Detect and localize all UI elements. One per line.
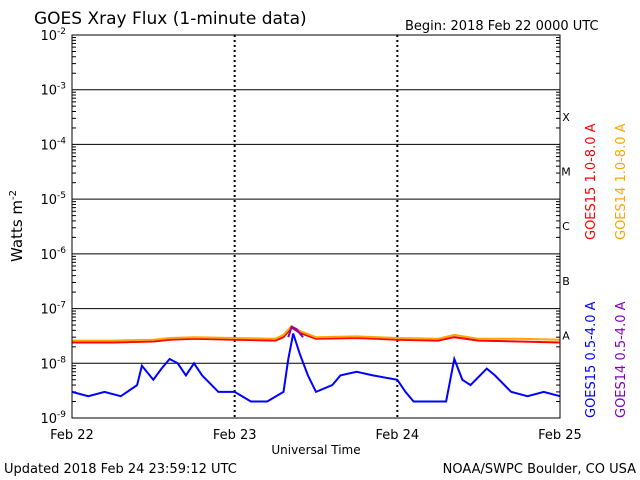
- legend-entry: GOES14 1.0-8.0 A: [614, 123, 629, 240]
- x-tick-label: Feb 22: [50, 428, 94, 443]
- grid-lines: [72, 35, 560, 418]
- y-axis-label: Watts m-2: [8, 190, 26, 262]
- flare-class-label: X: [562, 111, 570, 124]
- x-axis-label: Universal Time: [271, 443, 360, 457]
- y-tick-label: 10-5: [40, 191, 66, 208]
- flare-class-label: M: [561, 166, 571, 179]
- y-tick-label: 10-8: [40, 355, 66, 372]
- legend-entry: GOES15 1.0-8.0 A: [584, 123, 599, 240]
- flare-class-label: A: [562, 330, 570, 343]
- data-traces: [71, 324, 561, 403]
- flare-class-label: B: [562, 275, 570, 288]
- x-tick-label: Feb 23: [213, 428, 257, 443]
- y-tick-label: 10-2: [40, 27, 66, 44]
- y-tick-label: 10-4: [40, 136, 66, 153]
- x-axis-ticks: Feb 22 Feb 23 Feb 24 Feb 25: [50, 428, 582, 443]
- x-tick-label: Feb 24: [375, 428, 419, 443]
- y-tick-label: 10-7: [40, 301, 66, 318]
- y-tick-label: 10-9: [40, 410, 66, 427]
- legend-entry: GOES15 0.5-4.0 A: [584, 301, 599, 418]
- legend-entry: GOES14 0.5-4.0 A: [614, 301, 629, 418]
- legend: GOES15 1.0-8.0 A GOES14 1.0-8.0 A GOES15 0…: [584, 123, 629, 418]
- y-tick-label: 10-6: [40, 246, 66, 263]
- series-line: [287, 325, 304, 338]
- flare-class-label: C: [562, 220, 570, 233]
- y-axis-ticks: 10-2 10-3 10-4 10-5 10-6 10-7 10-8 10-9: [40, 27, 66, 427]
- series-line: [72, 326, 561, 344]
- updated-label: Updated 2018 Feb 24 23:59:12 UTC: [4, 462, 237, 477]
- y-tick-label: 10-3: [40, 82, 66, 99]
- flare-class-labels: X M C B A: [561, 111, 571, 343]
- series-line: [71, 333, 561, 403]
- chart-title: GOES Xray Flux (1-minute data): [34, 9, 307, 29]
- credit-label: NOAA/SWPC Boulder, CO USA: [443, 462, 636, 477]
- begin-label: Begin: 2018 Feb 22 0000 UTC: [405, 19, 599, 34]
- x-tick-label: Feb 25: [538, 428, 582, 443]
- plot-frame: [71, 34, 561, 419]
